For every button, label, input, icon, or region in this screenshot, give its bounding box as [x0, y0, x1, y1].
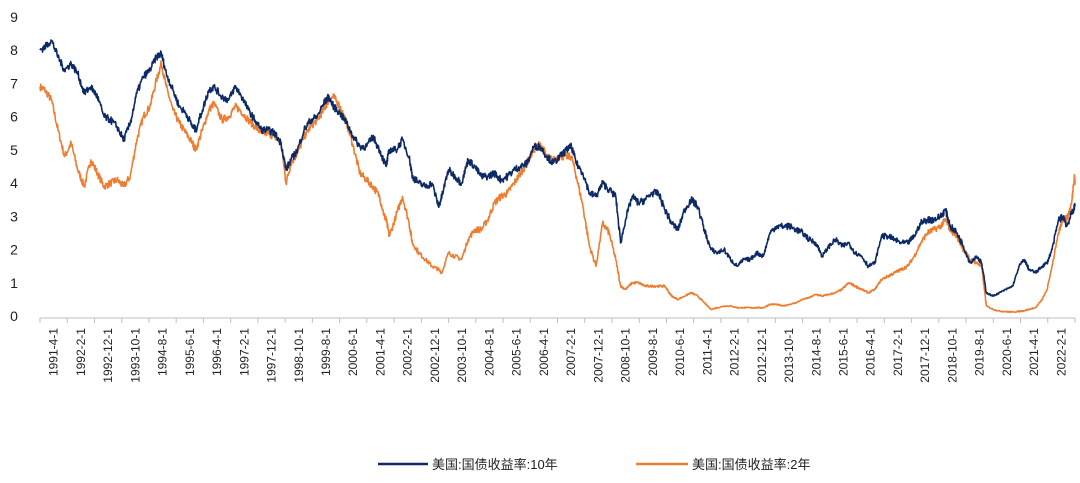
y-tick-label: 3 — [10, 208, 18, 224]
x-tick-label: 2007-12-1 — [591, 328, 605, 383]
x-tick-label: 2020-6-1 — [1000, 328, 1014, 376]
series-line-2y — [39, 60, 1076, 314]
y-tick-label: 9 — [10, 9, 18, 25]
x-tick-label: 2003-10-1 — [455, 328, 469, 383]
x-tick-label: 1992-2-1 — [74, 328, 88, 376]
x-tick-label: 2001-4-1 — [373, 328, 387, 376]
x-tick-label: 1994-8-1 — [156, 328, 170, 376]
x-tick-label: 1997-12-1 — [265, 328, 279, 383]
x-tick-label: 2016-4-1 — [864, 328, 878, 376]
y-tick-label: 4 — [10, 175, 18, 191]
x-tick-label: 1991-4-1 — [47, 328, 61, 376]
x-tick-label: 2011-4-1 — [700, 328, 714, 375]
y-tick-label: 1 — [10, 275, 18, 291]
x-tick-label: 2002-12-1 — [428, 328, 442, 383]
y-tick-label: 8 — [10, 42, 18, 58]
x-tick-label: 2007-2-1 — [564, 328, 578, 376]
x-tick-label: 1997-2-1 — [237, 328, 251, 376]
y-tick-label: 2 — [10, 242, 18, 258]
x-tick-label: 2010-6-1 — [673, 328, 687, 376]
x-tick-label: 2014-8-1 — [809, 328, 823, 376]
x-tick-label: 2019-8-1 — [973, 328, 987, 376]
y-tick-label: 7 — [10, 75, 18, 91]
x-tick-label: 2017-2-1 — [891, 328, 905, 376]
x-tick-label: 2000-6-1 — [346, 328, 360, 376]
x-tick-label: 2002-2-1 — [401, 328, 415, 376]
y-tick-label: 0 — [10, 308, 18, 324]
legend: 美国:国债收益率:10年 美国:国债收益率:2年 — [378, 457, 810, 472]
x-tick-label: 2021-4-1 — [1027, 328, 1041, 376]
legend-label-10y: 美国:国债收益率:10年 — [432, 457, 558, 472]
x-tick-label: 2022-2-1 — [1054, 328, 1068, 376]
x-tick-label: 2015-6-1 — [836, 328, 850, 376]
x-tick-label: 2012-12-1 — [755, 328, 769, 383]
y-tick-label: 6 — [10, 109, 18, 125]
y-tick-label: 5 — [10, 142, 18, 158]
x-tick-label: 2005-6-1 — [510, 328, 524, 376]
x-tick-label: 2017-12-1 — [918, 328, 932, 383]
legend-label-2y: 美国:国债收益率:2年 — [692, 457, 810, 472]
x-tick-label: 1998-10-1 — [292, 328, 306, 383]
x-tick-label: 1995-6-1 — [183, 328, 197, 376]
x-tick-label: 1996-4-1 — [210, 328, 224, 376]
x-tick-label: 2006-4-1 — [537, 328, 551, 376]
x-tick-label: 1993-10-1 — [128, 328, 142, 383]
x-tick-label: 2004-8-1 — [482, 328, 496, 376]
x-tick-label: 1999-8-1 — [319, 328, 333, 376]
x-tick-label: 2012-2-1 — [728, 328, 742, 376]
x-tick-label: 2013-10-1 — [782, 328, 796, 383]
x-tick-label: 1992-12-1 — [101, 328, 115, 383]
y-axis: 0 1 2 3 4 5 6 7 8 9 — [10, 9, 18, 324]
x-tick-label: 2018-10-1 — [945, 328, 959, 383]
x-tick-label: 2008-10-1 — [619, 328, 633, 383]
series-line-10y — [39, 39, 1076, 297]
x-tick-label: 2009-8-1 — [646, 328, 660, 376]
x-axis: 1991-4-1 1992-2-1 1992-12-1 1993-10-1 1994-8… — [39, 317, 1076, 383]
series-layer — [39, 39, 1076, 314]
